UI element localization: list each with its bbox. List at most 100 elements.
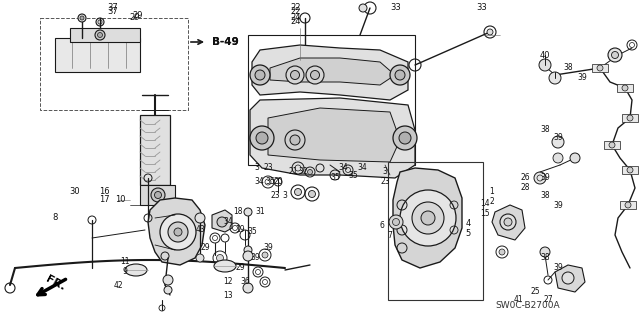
Text: 10: 10: [115, 196, 125, 204]
Text: 35: 35: [348, 170, 358, 180]
Circle shape: [262, 252, 268, 258]
Circle shape: [540, 247, 550, 257]
Text: 31: 31: [255, 207, 265, 217]
Text: 35: 35: [330, 174, 340, 182]
Text: 32: 32: [298, 167, 308, 176]
Polygon shape: [252, 45, 408, 100]
Polygon shape: [148, 198, 205, 265]
Circle shape: [291, 70, 300, 79]
Circle shape: [212, 235, 218, 241]
Text: 21: 21: [288, 167, 298, 176]
Circle shape: [611, 51, 618, 58]
Text: 39: 39: [263, 243, 273, 253]
Circle shape: [597, 65, 603, 71]
Text: 22: 22: [291, 4, 301, 12]
Text: 28: 28: [520, 183, 530, 192]
Circle shape: [627, 167, 633, 173]
Polygon shape: [140, 115, 170, 185]
Text: 17: 17: [99, 196, 109, 204]
Text: 37: 37: [108, 4, 118, 12]
Text: 4: 4: [465, 219, 470, 228]
Text: 34: 34: [223, 218, 233, 226]
Text: 29: 29: [235, 263, 245, 272]
Polygon shape: [555, 265, 585, 292]
Circle shape: [504, 218, 512, 226]
Circle shape: [310, 70, 319, 79]
Circle shape: [500, 214, 516, 230]
Polygon shape: [622, 114, 638, 122]
Polygon shape: [140, 185, 175, 205]
Circle shape: [244, 246, 252, 254]
Circle shape: [499, 249, 505, 255]
Circle shape: [549, 72, 561, 84]
Text: 38: 38: [540, 254, 550, 263]
Circle shape: [539, 59, 551, 71]
Circle shape: [625, 202, 631, 208]
Text: 5: 5: [465, 229, 470, 239]
Circle shape: [95, 30, 105, 40]
Circle shape: [627, 115, 633, 121]
Text: 37: 37: [108, 8, 118, 17]
Circle shape: [400, 190, 456, 246]
Bar: [40, 18, 188, 110]
Text: 43: 43: [195, 226, 205, 234]
Circle shape: [294, 189, 301, 196]
Circle shape: [80, 16, 84, 20]
Circle shape: [392, 219, 399, 226]
Text: 39: 39: [553, 263, 563, 272]
Polygon shape: [268, 108, 400, 162]
Text: 34: 34: [338, 164, 348, 173]
Text: 16: 16: [99, 188, 109, 197]
Text: 3: 3: [283, 191, 287, 201]
Text: 24: 24: [291, 13, 301, 23]
Text: 26: 26: [520, 174, 530, 182]
Polygon shape: [492, 205, 525, 240]
Text: 27: 27: [543, 295, 553, 305]
Circle shape: [290, 135, 300, 145]
Text: 24: 24: [290, 18, 301, 26]
Text: 7: 7: [388, 231, 392, 240]
Circle shape: [174, 228, 182, 236]
Circle shape: [570, 153, 580, 163]
Circle shape: [243, 251, 253, 261]
Circle shape: [306, 66, 324, 84]
Text: 14: 14: [480, 199, 490, 209]
Text: 3: 3: [383, 167, 387, 176]
Circle shape: [217, 217, 227, 227]
Circle shape: [160, 214, 196, 250]
Bar: [388, 162, 483, 300]
Text: 11: 11: [120, 257, 130, 266]
Text: 13: 13: [223, 291, 233, 300]
Polygon shape: [620, 201, 636, 209]
Text: 9: 9: [123, 268, 127, 277]
Text: 40: 40: [540, 51, 550, 61]
Text: 39: 39: [577, 73, 587, 83]
Circle shape: [390, 65, 410, 85]
Polygon shape: [70, 28, 140, 42]
Circle shape: [97, 33, 102, 38]
Text: 42: 42: [113, 280, 123, 290]
Text: 23: 23: [263, 164, 273, 173]
Polygon shape: [617, 84, 633, 92]
Text: 38: 38: [540, 125, 550, 135]
Text: 29: 29: [130, 13, 140, 23]
Circle shape: [216, 255, 223, 262]
Text: 33: 33: [477, 4, 488, 12]
Circle shape: [250, 126, 274, 150]
Text: 35: 35: [265, 177, 275, 187]
Circle shape: [256, 132, 268, 144]
Circle shape: [399, 132, 411, 144]
Circle shape: [389, 215, 403, 229]
Text: 39: 39: [540, 174, 550, 182]
Circle shape: [393, 126, 417, 150]
Circle shape: [163, 275, 173, 285]
Circle shape: [154, 191, 161, 198]
Polygon shape: [250, 98, 415, 178]
Circle shape: [164, 286, 172, 294]
Circle shape: [285, 130, 305, 150]
Text: 34: 34: [357, 164, 367, 173]
Text: 2: 2: [490, 197, 494, 206]
Circle shape: [96, 18, 104, 26]
Circle shape: [608, 48, 622, 62]
Text: 23: 23: [270, 191, 280, 201]
